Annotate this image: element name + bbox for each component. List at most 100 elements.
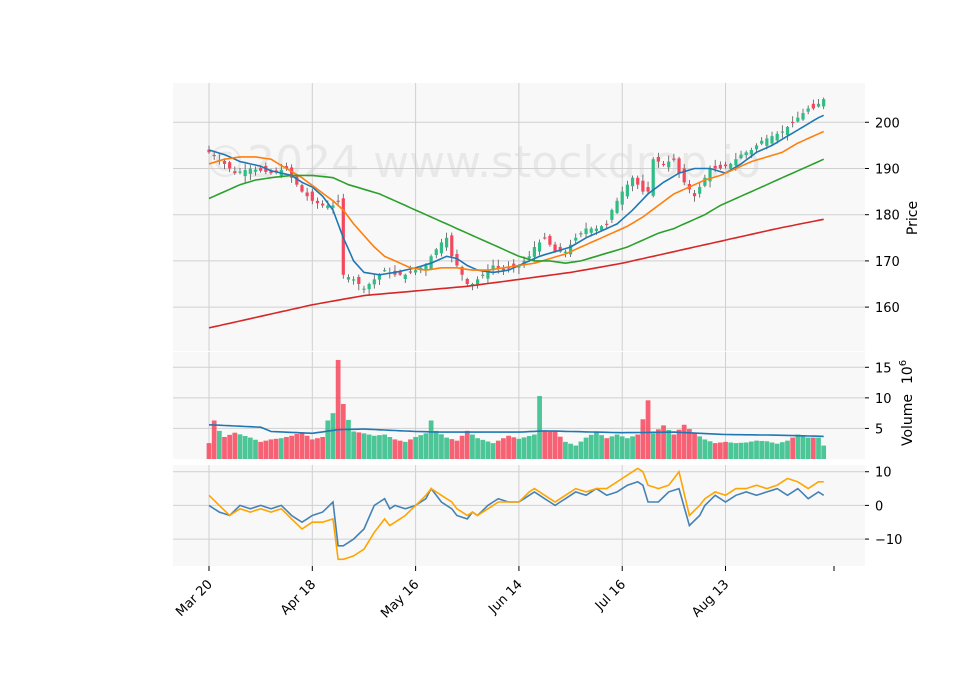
- candle-body: [321, 203, 325, 206]
- volume-bar: [547, 431, 553, 459]
- volume-bar: [490, 443, 496, 459]
- candle-body: [816, 103, 821, 107]
- volume-bar: [686, 429, 692, 459]
- volume-bar: [464, 430, 470, 459]
- candle-body: [822, 99, 826, 107]
- candle-body: [372, 279, 376, 285]
- candle-body: [290, 167, 294, 178]
- candle-body: [284, 166, 289, 169]
- candle-body: [331, 205, 335, 208]
- y-tick-label: 0: [875, 499, 883, 514]
- candle-body: [377, 274, 382, 280]
- volume-bar: [557, 436, 563, 459]
- volume-bar: [810, 437, 816, 459]
- volume-bar: [656, 429, 661, 459]
- volume-bar: [614, 434, 620, 459]
- volume-bar: [764, 441, 770, 459]
- candle-body: [238, 171, 242, 173]
- candle-body: [760, 140, 764, 144]
- volume-bar: [211, 420, 217, 459]
- y-tick-label: 190: [875, 162, 900, 177]
- candle-body: [677, 158, 681, 174]
- candle-body: [475, 279, 480, 285]
- volume-bar: [800, 436, 806, 459]
- volume-bar: [759, 440, 765, 459]
- y-tick-label: 180: [875, 209, 900, 224]
- candle-body: [336, 200, 340, 202]
- oscillator-line-2: [208, 467, 824, 561]
- volume-bar: [439, 434, 444, 459]
- candle-body: [754, 145, 759, 150]
- volume-bar: [346, 419, 351, 459]
- candle-body: [646, 187, 650, 192]
- x-tick-label: Jul 16: [592, 577, 629, 614]
- volume-bar: [552, 431, 558, 459]
- volume-bar: [325, 420, 331, 459]
- volume-bar: [583, 437, 589, 459]
- volume-bar: [501, 438, 506, 459]
- volume-bar: [222, 436, 227, 459]
- candle-body: [212, 154, 216, 157]
- candle-body: [496, 265, 500, 268]
- candle-body: [517, 265, 521, 268]
- volume-bar: [459, 435, 465, 459]
- watermark: ©2024 www.stockdrop.io: [203, 137, 761, 188]
- volume-bar: [320, 436, 326, 459]
- volume-bar: [392, 439, 398, 459]
- volume-bar: [785, 440, 790, 459]
- volume-bar: [754, 440, 759, 459]
- volume-bar: [661, 425, 666, 459]
- volume-bar: [640, 419, 646, 459]
- volume-bar: [418, 435, 424, 459]
- candle-body: [574, 237, 578, 241]
- candle-body: [424, 265, 428, 271]
- candle-body: [672, 158, 676, 160]
- volume-bar: [449, 439, 455, 459]
- volume-bar: [304, 435, 310, 459]
- candle-body: [636, 177, 640, 185]
- volume-bar: [408, 439, 413, 459]
- candle-body: [610, 210, 614, 220]
- volume-bar: [697, 436, 703, 459]
- volume-bar: [717, 442, 723, 459]
- candle-body: [682, 168, 686, 183]
- volume-bar: [480, 439, 486, 459]
- volume-bar: [402, 441, 408, 459]
- price-moving-average-2: [208, 130, 825, 271]
- volume-bar: [738, 442, 744, 459]
- volume-bar: [573, 445, 579, 459]
- candle-body: [512, 263, 516, 268]
- candle-body: [625, 184, 629, 197]
- candle-body: [553, 244, 557, 252]
- candle-body: [259, 167, 263, 171]
- candle-body: [315, 200, 320, 204]
- volume-bar: [330, 413, 336, 459]
- x-tick-label: Mar 20: [173, 577, 216, 620]
- candle-body: [367, 284, 371, 290]
- volume-bar: [805, 437, 811, 459]
- candle-body: [589, 228, 593, 233]
- volume-bar: [242, 435, 248, 459]
- volume-bar: [454, 440, 460, 459]
- volume-bar: [216, 430, 222, 459]
- candle-body: [486, 270, 490, 279]
- volume-bar: [604, 438, 610, 459]
- candle-body: [310, 191, 314, 201]
- candle-body: [796, 117, 800, 122]
- volume-axis-label: Volume: [900, 394, 916, 446]
- candle-body: [739, 154, 743, 159]
- volume-bar: [371, 435, 377, 459]
- candle-body: [594, 228, 598, 232]
- volume-bar: [526, 435, 532, 459]
- candle-body: [729, 163, 733, 169]
- candle-body: [780, 131, 784, 133]
- candle-body: [228, 162, 232, 169]
- y-tick-label: 200: [875, 116, 900, 131]
- volume-bar: [588, 434, 594, 459]
- y-tick-label: 5: [875, 422, 883, 437]
- candle-body: [708, 168, 712, 182]
- volume-bar: [671, 434, 677, 459]
- volume-bar: [578, 441, 584, 459]
- x-tick-label: May 16: [378, 577, 422, 621]
